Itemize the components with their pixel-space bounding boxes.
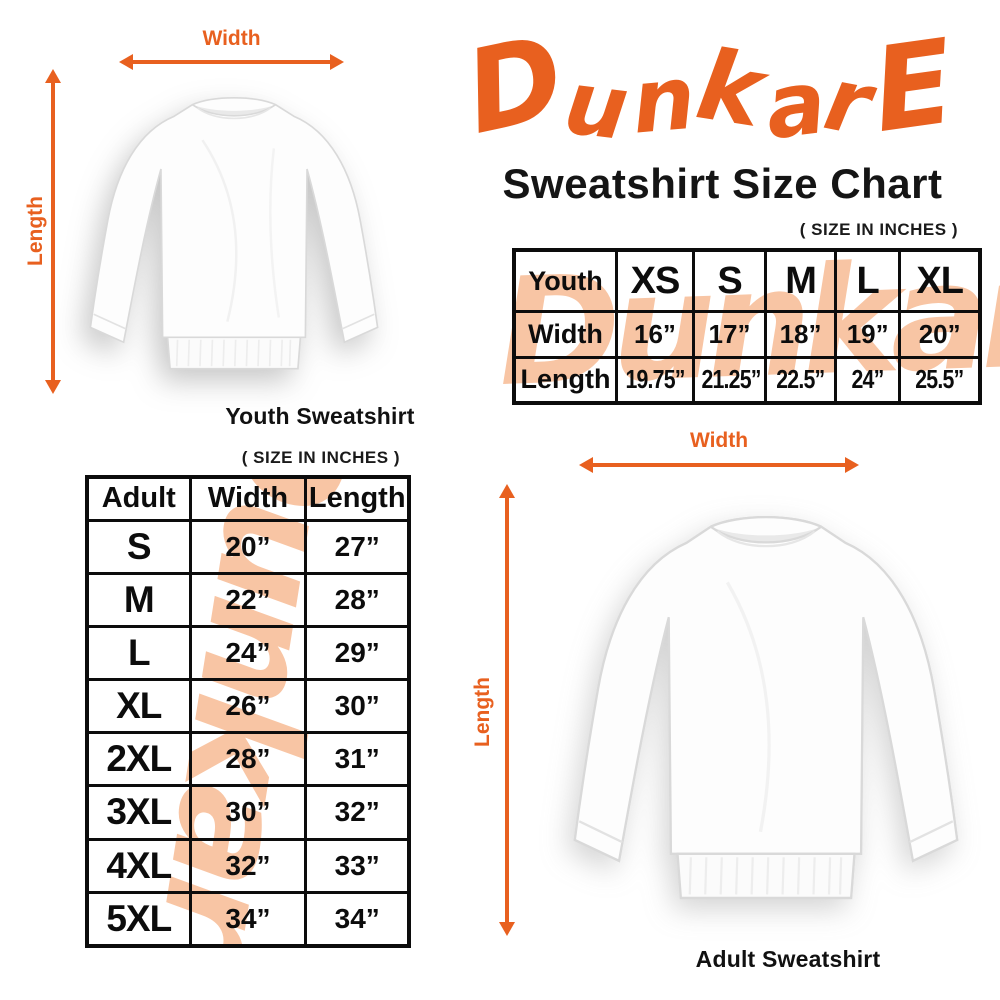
youth-header-cell: Youth [512,248,619,314]
youth-width-arrow [119,54,344,70]
adult-row-m: M 22” 28” [85,571,411,628]
adult-width-value: 30” [188,784,308,841]
adult-size-label: S [85,518,192,575]
youth-size-xs: XS [615,248,695,314]
adult-header-cell: Adult [85,475,192,522]
adult-size-table: Dunkare Adult Width Length S 20” 27” M 2… [85,475,411,948]
adult-length-value: 30” [304,678,411,735]
adult-length-arrow [499,484,515,936]
youth-figure-caption: Youth Sweatshirt [225,403,415,429]
youth-width-value: 19” [833,310,902,359]
adult-length-value: 34” [304,890,411,948]
youth-length-value: 19.75” [625,364,685,395]
adult-row-5xl: 5XL 34” 34” [85,890,411,948]
adult-sweatshirt-image [573,515,959,900]
youth-size-s: S [691,248,768,314]
adult-row-2xl: 2XL 28” 31” [85,731,411,788]
youth-length-value: 22.5” [776,364,826,395]
youth-length-label: Length [24,196,47,266]
youth-length-row-label: Length [512,355,619,405]
adult-size-label: L [85,624,192,682]
adult-header-row: Adult Width Length [85,475,411,522]
youth-length-value: 25.5” [915,364,965,395]
youth-width-row: Width 16” 17” 18” 19” 20” [512,310,982,359]
youth-length-row: Length 19.75” 21.25” 22.5” 24” 25.5” [512,355,982,405]
adult-width-value: 26” [188,678,308,735]
adult-width-header: Width [188,475,308,522]
adult-width-value: 20” [188,518,308,575]
youth-size-xl: XL [898,248,982,314]
adult-size-label: 5XL [85,890,192,948]
adult-size-note: ( SIZE IN INCHES ) [241,448,400,467]
adult-width-value: 28” [188,731,308,788]
adult-width-label: Width [689,429,749,452]
adult-size-label: 2XL [85,731,192,788]
adult-row-3xl: 3XL 30” 32” [85,784,411,841]
adult-length-label: Length [471,677,494,747]
youth-length-value: 21.25” [701,364,761,395]
page-title: Sweatshirt Size Chart [502,160,943,207]
brand-logo: DunkarE [454,9,965,161]
adult-width-value: 34” [188,890,308,948]
adult-size-label: XL [85,678,192,735]
youth-length-arrow [45,69,61,394]
adult-size-label: M [85,571,192,628]
adult-size-label: 4XL [85,837,192,894]
youth-sweatshirt-image [89,97,379,370]
youth-width-label: Width [202,27,261,50]
adult-length-value: 29” [304,624,411,682]
adult-row-xl: XL 26” 30” [85,678,411,735]
adult-table-grid: Adult Width Length S 20” 27” M 22” 28” L… [85,475,411,948]
adult-size-label: 3XL [85,784,192,841]
adult-length-value: 33” [304,837,411,894]
adult-row-4xl: 4XL 32” 33” [85,837,411,894]
adult-figure-caption: Adult Sweatshirt [695,946,881,972]
adult-width-value: 32” [188,837,308,894]
youth-length-value: 24” [851,364,885,395]
youth-table-grid: Youth XS S M L XL Width 16” 17” 18” 19” … [512,248,982,405]
youth-size-m: M [764,248,837,314]
youth-size-note: ( SIZE IN INCHES ) [799,220,958,239]
youth-width-row-label: Width [512,310,619,359]
youth-width-value: 20” [898,310,982,359]
adult-length-header: Length [304,475,411,522]
adult-length-value: 31” [304,731,411,788]
youth-size-l: L [833,248,902,314]
adult-width-value: 24” [188,624,308,682]
youth-header-row: Youth XS S M L XL [512,248,982,314]
adult-length-value: 28” [304,571,411,628]
youth-width-value: 17” [691,310,768,359]
adult-width-value: 22” [188,571,308,628]
youth-size-table: Dunkare Youth XS S M L XL Width 16” 17” … [495,225,1000,419]
adult-width-arrow [579,457,859,473]
youth-width-value: 16” [615,310,695,359]
adult-row-l: L 24” 29” [85,624,411,682]
adult-row-s: S 20” 27” [85,518,411,575]
adult-length-value: 32” [304,784,411,841]
adult-length-value: 27” [304,518,411,575]
youth-width-value: 18” [764,310,837,359]
